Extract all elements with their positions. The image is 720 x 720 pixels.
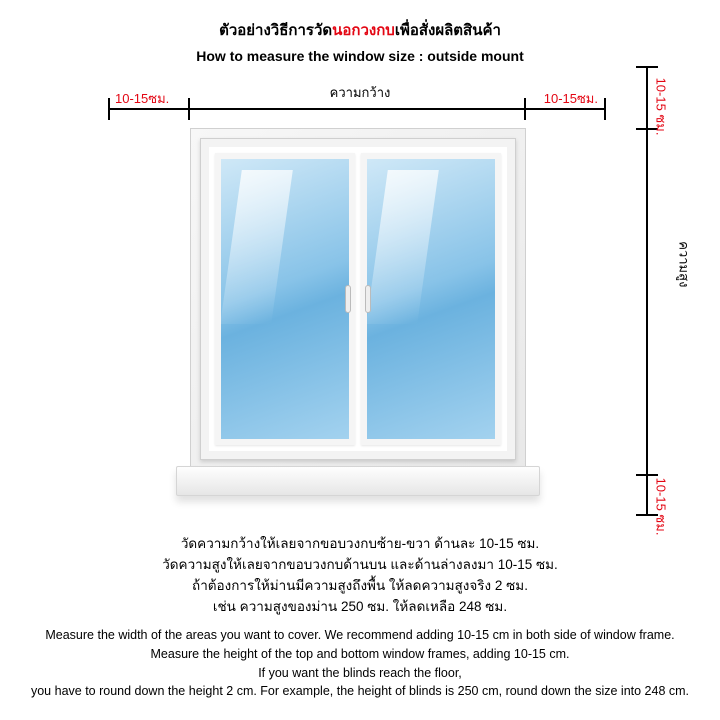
width-label: ความกว้าง	[330, 82, 391, 103]
instr-en-line: you have to round down the height 2 cm. …	[0, 682, 720, 701]
window-illustration	[190, 128, 526, 494]
handle-left	[345, 285, 351, 313]
height-measure-bar	[646, 66, 648, 516]
instr-en-line: Measure the height of the top and bottom…	[0, 645, 720, 664]
width-measure-bar	[108, 108, 606, 110]
window-sill	[176, 466, 540, 496]
glass-pane-right	[367, 159, 495, 439]
width-tick-right	[524, 98, 526, 120]
instructions-english: Measure the width of the areas you want …	[0, 626, 720, 701]
title-th-suffix: เพื่อสั่งผลิตสินค้า	[395, 22, 501, 39]
width-tick-left	[188, 98, 190, 120]
instructions-thai: วัดความกว้างให้เลยจากขอบวงกบซ้าย-ขวา ด้า…	[0, 534, 720, 618]
instr-en-line: If you want the blinds reach the floor,	[0, 664, 720, 683]
height-extension-bottom-label: 10-15 ซม.	[651, 478, 672, 536]
instr-th-line: ถ้าต้องการให้ม่านมีความสูงถึงพื้น ให้ลดค…	[0, 576, 720, 597]
instr-th-line: วัดความสูงให้เลยจากขอบวงกบด้านบน และด้าน…	[0, 555, 720, 576]
title-th-prefix: ตัวอย่างวิธีการวัด	[219, 22, 332, 39]
height-label: ความสูง	[674, 241, 695, 287]
title-th: ตัวอย่างวิธีการวัดนอกวงกบเพื่อสั่งผลิตสิ…	[0, 18, 720, 42]
width-extension-left-label: 10-15ซม.	[115, 88, 169, 109]
height-extension-top-label: 10-15 ซม.	[651, 78, 672, 136]
title-th-red: นอกวงกบ	[332, 22, 395, 39]
measurement-diagram: ความกว้าง 10-15ซม. 10-15ซม. ความสูง 10-1…	[0, 60, 720, 520]
instr-th-line: เช่น ความสูงของม่าน 250 ซม. ให้ลดเหลือ 2…	[0, 597, 720, 618]
sash-left	[215, 153, 355, 445]
height-tick-bottom	[636, 474, 658, 476]
handle-right	[365, 285, 371, 313]
title-block: ตัวอย่างวิธีการวัดนอกวงกบเพื่อสั่งผลิตสิ…	[0, 0, 720, 64]
sash-row	[215, 153, 501, 445]
glass-pane-left	[221, 159, 349, 439]
instr-en-line: Measure the width of the areas you want …	[0, 626, 720, 645]
sash-right	[361, 153, 501, 445]
width-extension-right-label: 10-15ซม.	[544, 88, 598, 109]
window-frame	[200, 138, 516, 460]
instr-th-line: วัดความกว้างให้เลยจากขอบวงกบซ้าย-ขวา ด้า…	[0, 534, 720, 555]
